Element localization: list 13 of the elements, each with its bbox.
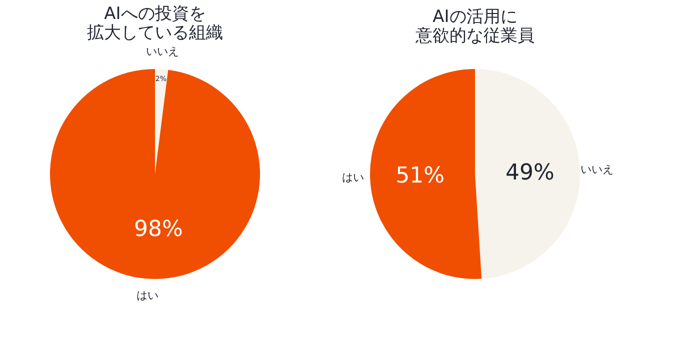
pie-slice bbox=[50, 69, 260, 279]
slice-label: はい bbox=[342, 170, 364, 184]
data-label: 98% bbox=[134, 216, 183, 242]
pie-slice bbox=[370, 69, 482, 279]
slice-label: いいえ bbox=[146, 45, 180, 58]
data-label: 51% bbox=[396, 164, 444, 189]
pie-slice bbox=[155, 69, 168, 174]
data-label: 49% bbox=[506, 160, 554, 186]
slice-label: いいえ bbox=[580, 163, 614, 176]
pie-slice bbox=[475, 69, 580, 279]
slice-label: はい bbox=[136, 288, 158, 302]
chart-title: AIの活用に意欲的な従業員 bbox=[414, 7, 534, 46]
chart-title: AIへの投資を拡大している組織 bbox=[87, 4, 223, 44]
